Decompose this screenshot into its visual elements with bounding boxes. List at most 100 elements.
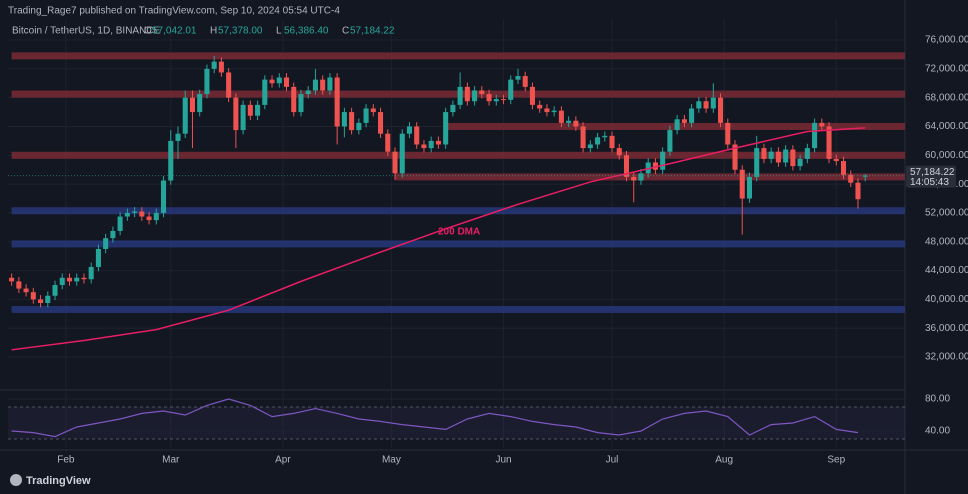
candle-body — [631, 176, 637, 181]
candle-body — [804, 148, 810, 159]
candle-body — [696, 101, 702, 109]
level-zone — [11, 151, 905, 159]
candle-body — [349, 112, 355, 131]
dma-label: 200 DMA — [438, 227, 480, 238]
candle-body — [710, 97, 716, 109]
candle-body — [356, 122, 362, 131]
candle-body — [59, 277, 65, 285]
candle-body — [74, 277, 80, 282]
level-zone — [395, 173, 905, 181]
level-zone — [11, 240, 905, 248]
candle-body — [746, 176, 753, 199]
candle-body — [573, 120, 579, 127]
candle-body — [45, 295, 51, 303]
candle-body — [197, 94, 203, 113]
candle-body — [660, 151, 666, 170]
candle-body — [168, 140, 174, 181]
candle-body — [732, 144, 738, 170]
candle-body — [283, 77, 290, 87]
candle-body — [327, 77, 333, 91]
candle-body — [320, 79, 326, 91]
candle-body — [341, 112, 347, 127]
candle-body — [848, 174, 854, 183]
candle-body — [334, 77, 340, 127]
rsi-band — [8, 407, 905, 439]
candle-body — [464, 86, 470, 102]
candle-body — [558, 110, 564, 123]
y-tick-label: 44,000.00 — [925, 265, 968, 276]
candle-body — [385, 133, 391, 152]
candle-body — [486, 94, 492, 102]
candle-body — [840, 161, 847, 175]
ohlc-value: 57,042.01 — [152, 26, 197, 37]
candle-body — [595, 137, 601, 145]
candle-body — [406, 126, 413, 134]
candle-body — [399, 133, 405, 174]
candle-body — [515, 76, 521, 80]
candle-body — [652, 162, 658, 170]
candle-body — [862, 175, 868, 177]
candle-body — [580, 126, 586, 149]
candle-body — [124, 212, 130, 217]
candle-body — [421, 144, 427, 149]
candle-body — [30, 292, 36, 300]
candle-body — [88, 266, 94, 280]
candle-body — [797, 158, 803, 167]
y-tick-label: 52,000.00 — [925, 208, 968, 219]
publish-note: Trading_Rage7 published on TradingView.c… — [8, 6, 340, 17]
candle-body — [435, 140, 441, 145]
candle-body — [175, 133, 181, 141]
candle-body — [551, 110, 557, 113]
candle-body — [262, 79, 268, 105]
candle-body — [139, 211, 145, 217]
candle-body — [52, 284, 58, 296]
rsi-tick-label: 40.00 — [925, 426, 950, 437]
candle-body — [450, 104, 456, 113]
candle-body — [718, 97, 724, 123]
level-zone — [11, 52, 905, 60]
ohlc-key: O — [144, 26, 152, 37]
candle-body — [9, 277, 15, 282]
candle-body — [790, 149, 796, 167]
x-tick-label: Sep — [827, 455, 845, 466]
x-tick-label: Mar — [162, 455, 180, 466]
x-tick-label: Jul — [606, 455, 619, 466]
candle-body — [833, 158, 839, 162]
candle-body — [826, 126, 832, 159]
y-tick-label: 60,000.00 — [925, 150, 968, 161]
candle-body — [132, 211, 138, 213]
price-tag-timer: 14:05:43 — [910, 177, 949, 188]
candle-body — [81, 277, 87, 280]
candle-body — [508, 79, 514, 100]
candle-body — [544, 108, 550, 113]
y-tick-label: 64,000.00 — [925, 121, 968, 132]
candle-body — [674, 119, 680, 131]
x-tick-label: Feb — [57, 455, 75, 466]
price-tag — [906, 165, 956, 188]
candle-body — [218, 61, 224, 73]
candle-body — [855, 182, 861, 200]
candle-body — [689, 108, 695, 123]
candle-body — [457, 86, 463, 105]
candle-body — [609, 135, 615, 149]
candle-body — [812, 122, 818, 149]
candle-body — [428, 140, 434, 149]
candle-body — [95, 248, 101, 267]
candle-body — [667, 130, 673, 152]
candle-body — [305, 90, 311, 95]
candle-body — [443, 112, 449, 145]
plot — [8, 20, 905, 447]
candle-body — [255, 104, 261, 116]
candle-body — [378, 112, 384, 134]
candle-body — [312, 79, 318, 91]
candle-body — [500, 99, 507, 101]
level-zone — [11, 207, 905, 215]
candle-body — [291, 86, 297, 113]
candle-body — [768, 151, 774, 159]
candle-body — [103, 238, 109, 249]
candle-body — [725, 122, 731, 145]
x-tick-label: Aug — [715, 455, 733, 466]
candle-body — [226, 72, 232, 98]
candle-body — [160, 180, 167, 213]
